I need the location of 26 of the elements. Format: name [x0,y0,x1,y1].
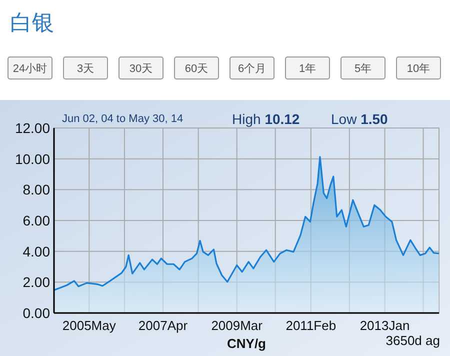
text: 6个月 [238,63,266,75]
text: 5年 [354,63,372,75]
y-tick-label: 4.00 [22,243,50,260]
x-tick-label: 2011Feb [286,318,336,333]
text: 3650d ag [386,333,440,348]
x-tick-label: 2005May [62,318,116,333]
y-tick-label: 10.00 [14,150,50,167]
x-axis-title: CNY/g [227,336,266,351]
x-tick-label: 2007Apr [138,318,188,333]
text: 60天 [184,63,208,75]
y-tick-label: 12.00 [14,120,50,136]
text: 3天 [76,63,94,75]
x-tick-label: 2013Jan [360,318,410,333]
y-tick-label: 6.00 [22,212,50,228]
y-tick-label: 8.00 [22,182,50,198]
text: 24小时 [12,62,48,75]
y-tick-label: 2.00 [22,274,50,290]
text: 10年 [406,63,430,75]
text: Low 1.50 [331,111,388,127]
x-tick-label: 2009Mar [211,318,264,333]
text: 1年 [298,63,316,75]
y-tick-label: 0.00 [22,305,50,321]
chart-subtitle: Jun 02, 04 to May 30, 14 [62,113,184,125]
text: 30天 [129,63,153,75]
text: 白银 [10,10,54,35]
text: High 10.12 [232,111,300,127]
